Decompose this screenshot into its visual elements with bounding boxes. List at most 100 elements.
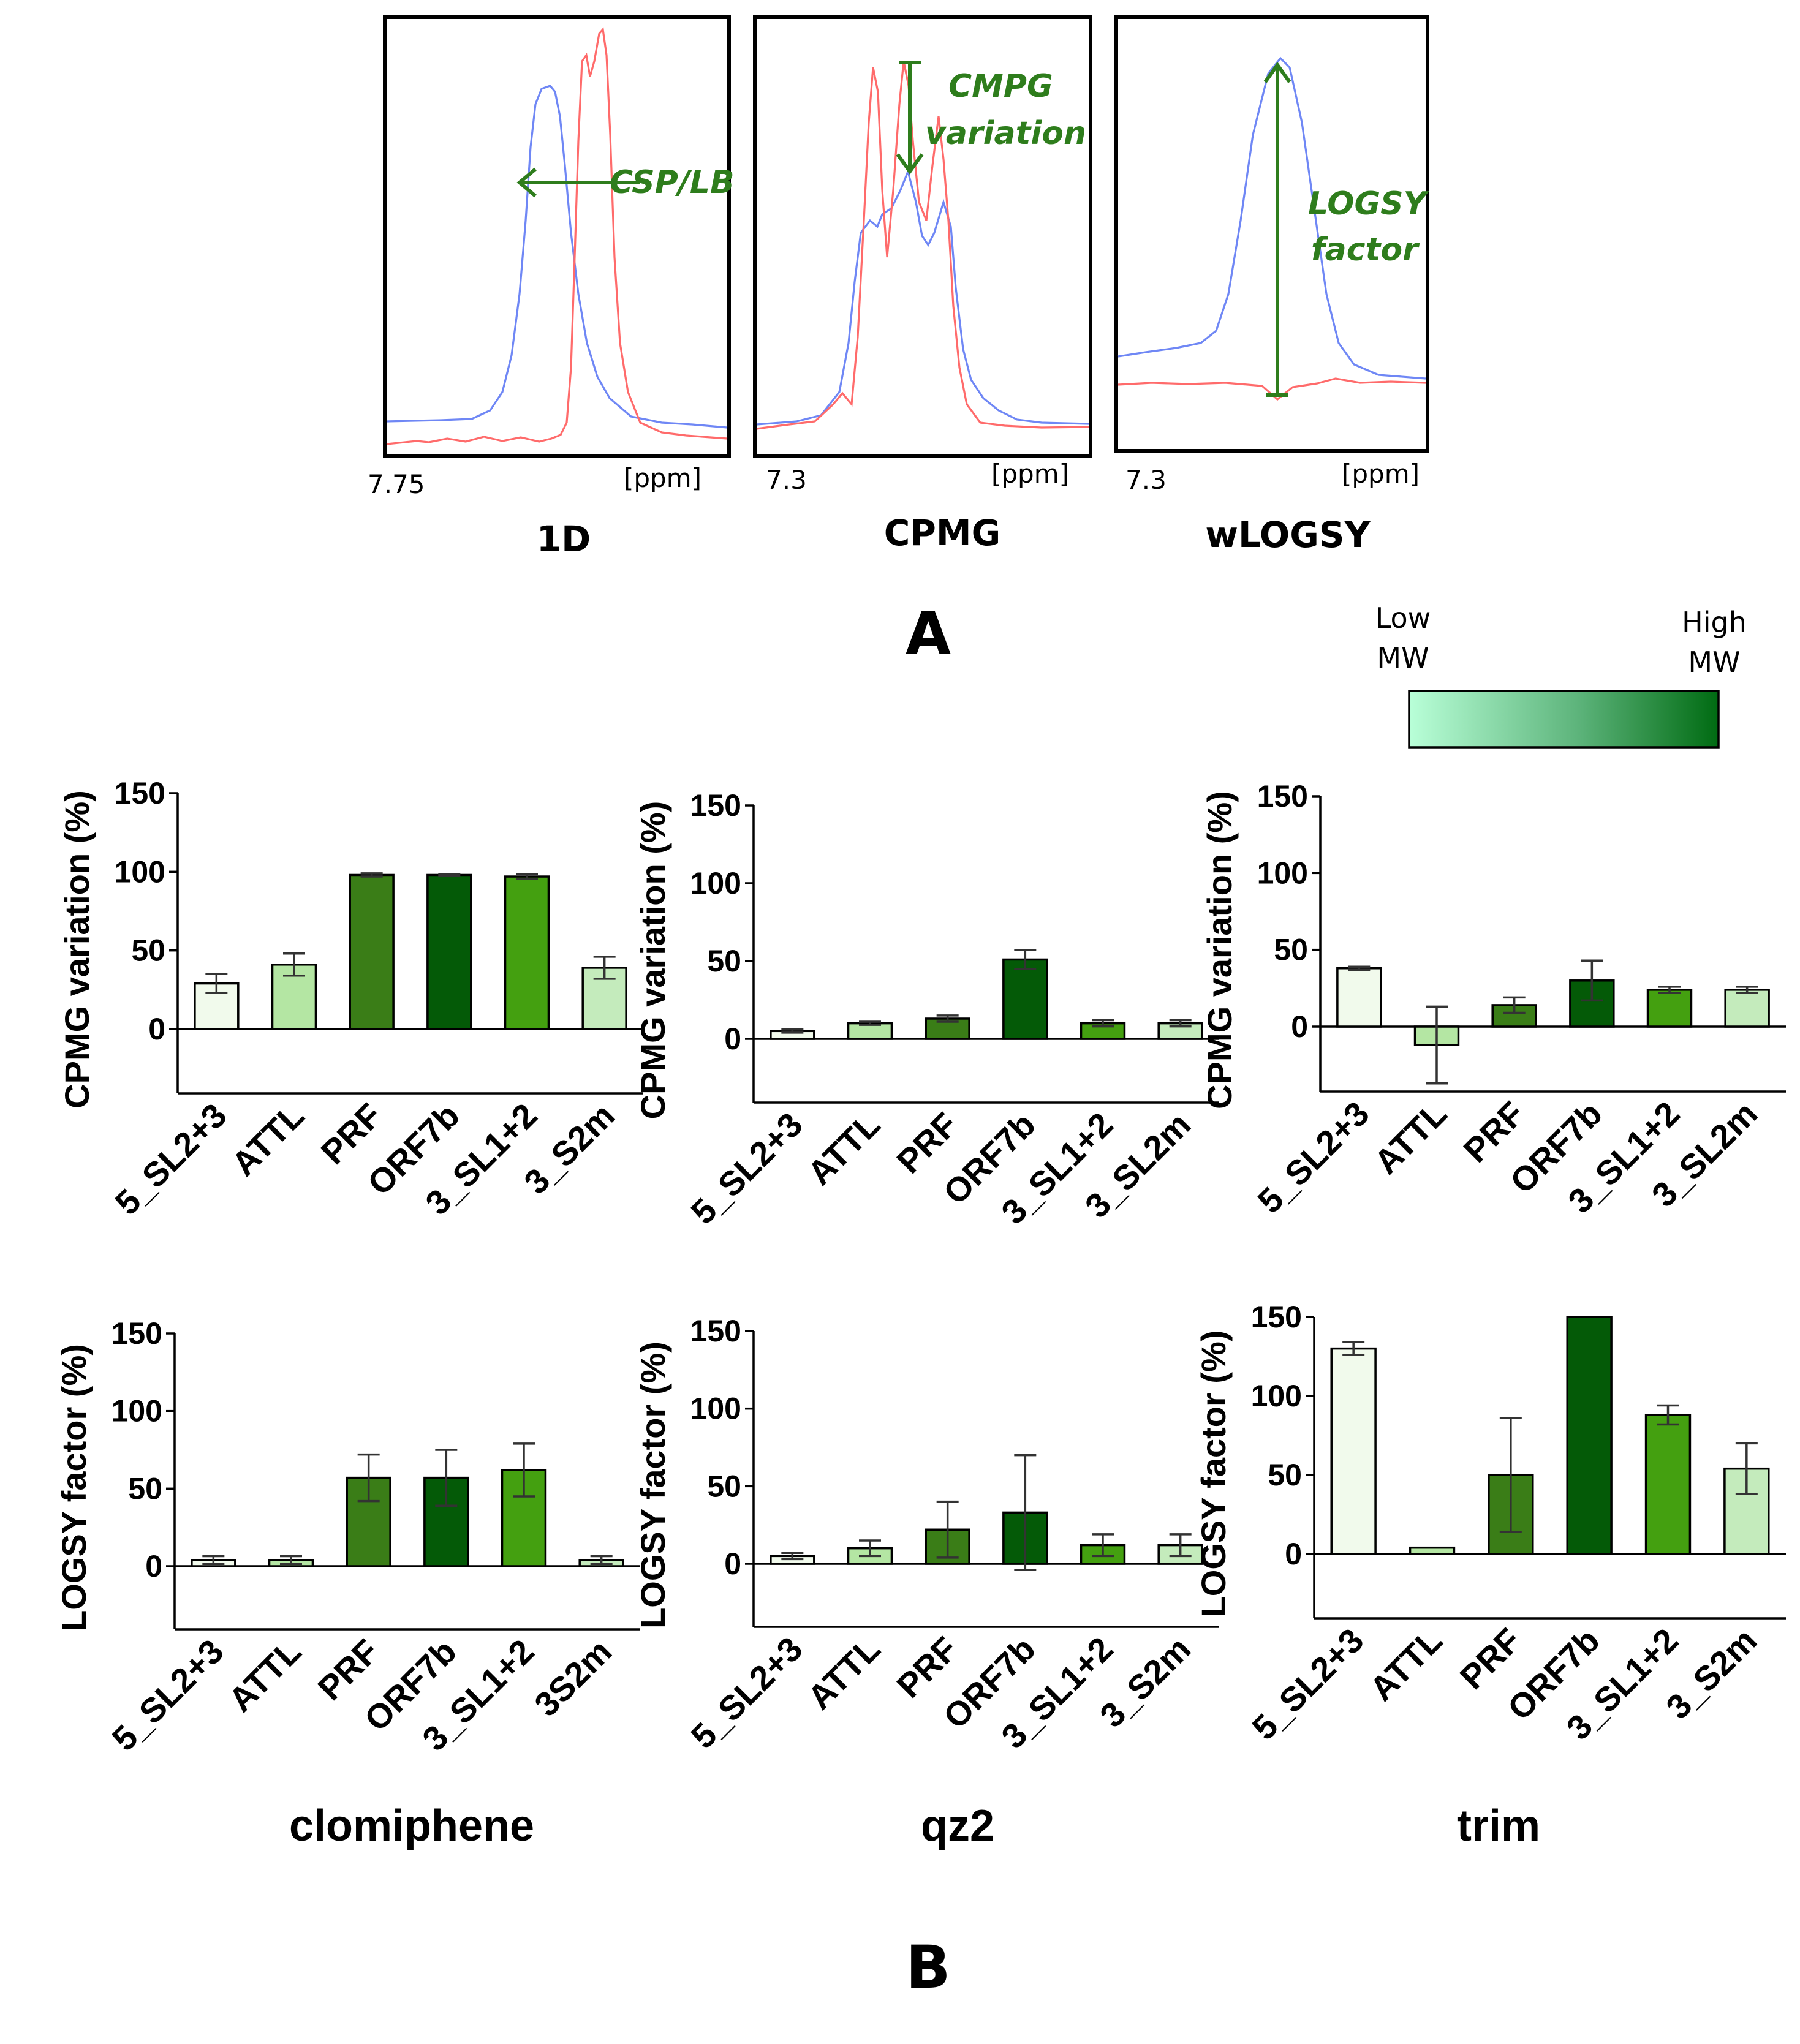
csp-arrow-head	[516, 167, 537, 198]
y-tick-label: 100	[690, 1392, 741, 1426]
category-label: 3S2m	[527, 1632, 619, 1724]
y-tick-label: 100	[1257, 856, 1308, 890]
category-label: 5_SL2+3	[104, 1632, 230, 1758]
category-label: 3_S2m	[1658, 1621, 1764, 1726]
bar	[1002, 958, 1048, 1040]
category-label: ATTL	[1362, 1621, 1450, 1708]
spectrum-wlogsy-blue-trace	[1117, 56, 1426, 380]
y-tick-label: 50	[131, 933, 165, 968]
axis-unit-wlogsy: [ppm]	[1342, 459, 1420, 489]
bar	[349, 873, 395, 1030]
spectrum-frame-cpmg	[753, 15, 1092, 458]
category-label: ATTL	[1367, 1094, 1454, 1182]
legend-high-line2: MW	[1688, 646, 1740, 679]
bar	[1566, 1316, 1613, 1555]
y-axis-title: CPMG variation (%)	[58, 790, 96, 1109]
spectrum-frame-wlogsy	[1114, 15, 1429, 453]
panel-label-b: B	[906, 1933, 950, 2002]
legend-high-line1: High	[1682, 606, 1747, 639]
bar	[1409, 1546, 1456, 1555]
category-label: 5_SL2+3	[683, 1105, 809, 1231]
bar	[1330, 1347, 1377, 1555]
category-label: 5_SL2+3	[1250, 1094, 1376, 1220]
y-tick-label: 150	[1251, 1300, 1302, 1334]
cmpg-label-line1: CMPG	[948, 68, 1053, 105]
bar	[1336, 967, 1382, 1028]
y-tick-label: 0	[145, 1549, 162, 1583]
compound-qz2: qz2	[921, 1801, 994, 1850]
spectrum-cpmg-blue-trace	[756, 168, 1089, 426]
compound-trim: trim	[1457, 1801, 1540, 1850]
axis-start-wlogsy: 7.3	[1125, 465, 1167, 495]
title-cpmg: CPMG	[884, 512, 1000, 554]
y-tick-label: 0	[148, 1012, 165, 1046]
y-axis-title: LOGSY factor (%)	[55, 1344, 93, 1631]
axis-start-cpmg: 7.3	[766, 465, 807, 495]
axis-start-1d: 7.75	[368, 469, 425, 499]
y-tick-label: 0	[1291, 1009, 1308, 1044]
y-tick-label: 50	[707, 1469, 741, 1503]
y-tick-label: 50	[128, 1471, 162, 1506]
y-axis-title: LOGSY factor (%)	[1194, 1330, 1233, 1618]
bar	[1644, 1414, 1692, 1555]
y-tick-label: 0	[1285, 1537, 1302, 1571]
logsy-arrow-head	[1263, 61, 1291, 83]
mw-gradient-bar	[1408, 690, 1720, 749]
bar	[504, 875, 550, 1030]
spectrum-1d: CSP/LB 7.75 [ppm] 1D	[368, 15, 735, 560]
y-tick-label: 100	[115, 854, 165, 889]
category-label: ATTL	[800, 1629, 888, 1717]
legend-low-line2: MW	[1377, 641, 1429, 674]
y-axis-title: LOGSY factor (%)	[633, 1341, 672, 1629]
y-tick-label: 150	[112, 1316, 162, 1351]
spectrum-frame-1d	[383, 15, 731, 458]
bar	[847, 1022, 893, 1040]
logsy-label-line2: factor	[1311, 232, 1420, 268]
logsy-label-line1: LOGSY	[1308, 186, 1430, 222]
bar	[1646, 989, 1693, 1028]
compound-clomiphene: clomiphene	[289, 1801, 534, 1850]
category-label: 5_SL2+3	[107, 1096, 233, 1222]
y-tick-label: 150	[115, 776, 165, 810]
category-label: ATTL	[224, 1096, 312, 1183]
y-tick-label: 150	[690, 788, 741, 823]
axis-unit-1d: [ppm]	[624, 463, 701, 493]
title-1d: 1D	[537, 518, 591, 560]
axis-unit-cpmg: [ppm]	[991, 459, 1069, 489]
bar	[426, 873, 472, 1030]
y-tick-label: 150	[1257, 779, 1308, 813]
y-tick-label: 50	[707, 944, 741, 978]
y-tick-label: 0	[724, 1547, 741, 1581]
panel-a: CSP/LB 7.75 [ppm] 1D CMPG variation 7.3 …	[368, 15, 1430, 668]
y-axis-title: CPMG variation (%)	[633, 801, 672, 1120]
panel-label-a: A	[906, 600, 951, 668]
category-label: ATTL	[221, 1632, 309, 1719]
spectrum-1d-red-trace	[386, 27, 728, 445]
category-label: ATTL	[800, 1105, 888, 1193]
y-tick-label: 0	[724, 1022, 741, 1056]
mw-legend: Low MW High MW	[1375, 602, 1747, 749]
spectrum-1d-blue-trace	[386, 85, 728, 429]
spectrum-cpmg: CMPG variation 7.3 [ppm] CPMG	[753, 15, 1092, 554]
y-tick-label: 50	[1274, 933, 1308, 967]
y-tick-label: 150	[690, 1314, 741, 1348]
spectrum-wlogsy: LOGSY factor 7.3 [ppm] wLOGSY	[1114, 15, 1430, 556]
csp-lb-label: CSP/LB	[610, 164, 735, 201]
title-wlogsy: wLOGSY	[1205, 514, 1371, 556]
legend-low-line1: Low	[1375, 602, 1431, 635]
category-label: 5_SL2+3	[1244, 1621, 1371, 1747]
y-tick-label: 50	[1268, 1458, 1302, 1492]
bar	[1724, 989, 1770, 1028]
y-tick-label: 100	[690, 866, 741, 900]
category-label: 5_SL2+3	[683, 1629, 809, 1756]
cmpg-label-line2: variation	[925, 115, 1086, 152]
y-axis-title: CPMG variation (%)	[1200, 791, 1239, 1109]
